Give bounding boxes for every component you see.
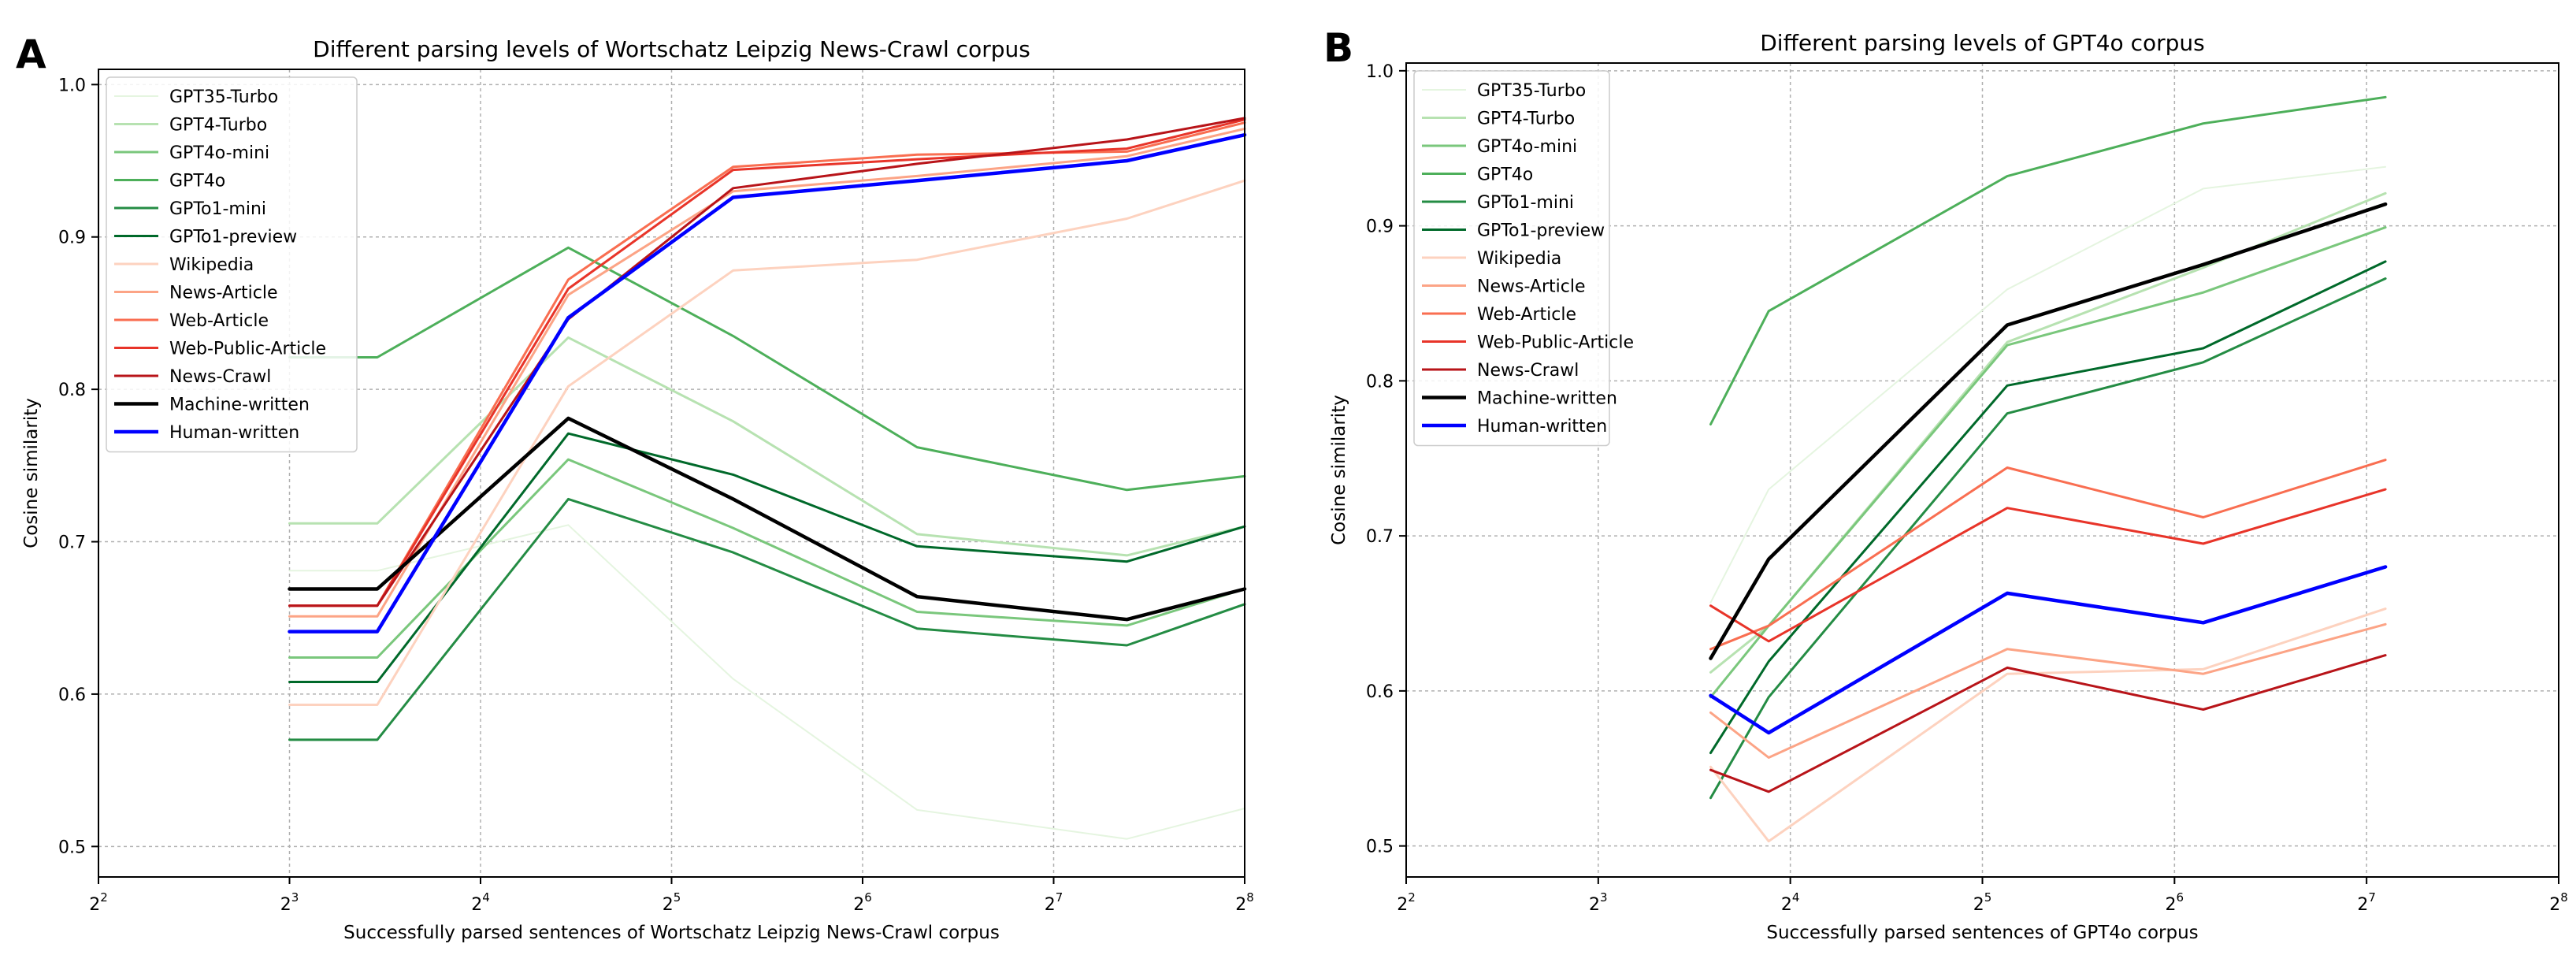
y-tick-label: 0.9 <box>58 228 86 248</box>
series-line-gpt35-turbo <box>288 524 1245 840</box>
series-line-web-public-article <box>1709 488 2387 643</box>
x-tick-label: 23 <box>280 890 299 915</box>
series-line-gpto1-preview <box>1709 260 2387 755</box>
legend-label-human-written: Human-written <box>169 423 299 443</box>
series-line-wikipedia <box>288 179 1246 706</box>
y-tick-label: 0.8 <box>1366 372 1394 392</box>
legend-label-wikipedia: Wikipedia <box>1477 249 1561 269</box>
series-line-news-article <box>288 127 1246 618</box>
x-tick-label: 26 <box>853 890 872 915</box>
series-line-web-article <box>1709 459 2387 651</box>
series-line-gpto1-mini <box>288 497 1246 741</box>
series-line-news-article <box>1709 622 2387 759</box>
legend-label-web-article: Web-Article <box>1477 305 1576 325</box>
legend-box <box>1413 70 1610 447</box>
legend: GPT35-Turbo GPT4-Turbo GPT4o-mini GPT4o GPTo… <box>106 76 358 453</box>
legend-label-gpto1-mini: GPTo1-mini <box>169 199 266 219</box>
x-axis-label: Successfully parsed sentences of GPT4o c… <box>1766 923 2198 943</box>
x-tick-label: 28 <box>1235 890 1254 915</box>
series-line-machine-written <box>1709 202 2388 660</box>
series-line-human-written <box>288 132 1247 633</box>
chart-title: Different parsing levels of Wortschatz L… <box>313 36 1030 62</box>
legend-label-news-crawl: News-Crawl <box>1477 361 1579 381</box>
legend-label-web-article: Web-Article <box>169 311 269 331</box>
legend-label-gpt4o-mini: GPT4o-mini <box>169 143 269 163</box>
y-tick-label: 0.6 <box>58 685 86 705</box>
legend-label-gpt4-turbo: GPT4-Turbo <box>1477 110 1575 129</box>
x-tick-label: 22 <box>89 890 108 915</box>
y-axis-label: Cosine similarity <box>21 398 42 548</box>
series-line-gpt4-turbo <box>288 336 1246 557</box>
x-tick-label: 22 <box>1397 890 1416 915</box>
panel-b: 22 23 24 25 26 27 28 0.5 0.6 0.7 0.8 0.9 1.0 Differen… <box>1323 25 2568 943</box>
y-tick-label: 0.6 <box>1366 682 1394 702</box>
x-tick-label: 25 <box>663 890 681 915</box>
legend-box <box>106 76 358 453</box>
legend: GPT35-Turbo GPT4-Turbo GPT4o-mini GPT4o GPTo… <box>1413 70 1634 447</box>
series-line-news-crawl <box>1709 654 2387 793</box>
chart-title: Different parsing levels of GPT4o corpus <box>1760 30 2204 56</box>
x-tick-label: 24 <box>1781 890 1800 915</box>
y-tick-label: 1.0 <box>58 76 86 95</box>
y-tick-label: 0.5 <box>58 838 86 857</box>
y-tick-label: 0.8 <box>58 381 86 400</box>
y-tick-label: 0.7 <box>1366 527 1394 547</box>
panel-a: 22 23 24 25 26 27 28 0.5 0.6 0.7 0.8 0.9 1.0 Differen… <box>16 32 1254 943</box>
legend-label-gpt4o: GPT4o <box>1477 165 1533 185</box>
legend-label-gpto1-preview: GPTo1-preview <box>1477 221 1605 241</box>
x-tick-label: 28 <box>2549 890 2568 915</box>
series-line-gpt4o <box>1709 95 2387 425</box>
legend-label-news-article: News-Article <box>169 284 277 303</box>
series-line-gpt4o-mini <box>1709 226 2387 699</box>
legend-label-news-crawl: News-Crawl <box>169 367 271 387</box>
y-tick-label: 0.7 <box>58 533 86 553</box>
legend-label-machine-written: Machine-written <box>169 396 310 415</box>
x-tick-label: 25 <box>1973 890 1992 915</box>
y-tick-label: 0.5 <box>1366 838 1394 857</box>
x-tick-label: 26 <box>2166 890 2184 915</box>
series-line-gpt4o <box>288 246 1246 492</box>
y-tick-label: 0.9 <box>1366 217 1394 237</box>
legend-label-gpt35-turbo: GPT35-Turbo <box>1477 81 1586 101</box>
series-line-gpto1-mini <box>1709 277 2387 800</box>
legend-label-gpt4-turbo: GPT4-Turbo <box>169 116 267 136</box>
legend-label-gpto1-preview: GPTo1-preview <box>169 228 297 247</box>
x-axis-label: Successfully parsed sentences of Wortsch… <box>343 923 1000 943</box>
legend-label-gpt35-turbo: GPT35-Turbo <box>169 87 278 107</box>
y-axis-label: Cosine similarity <box>1329 395 1349 545</box>
legend-label-web-public-article: Web-Public-Article <box>1477 333 1634 353</box>
legend-label-gpto1-mini: GPTo1-mini <box>1477 193 1574 213</box>
series-line-gpt35-turbo <box>1709 165 2387 604</box>
series-line-wikipedia <box>1709 607 2387 843</box>
legend-label-machine-written: Machine-written <box>1477 389 1617 409</box>
series-line-human-written <box>1709 565 2388 735</box>
legend-label-human-written: Human-written <box>1477 417 1607 437</box>
panel-label: B <box>1323 25 1353 71</box>
legend-label-gpt4o-mini: GPT4o-mini <box>1477 137 1577 157</box>
legend-label-wikipedia: Wikipedia <box>169 255 254 275</box>
y-tick-label: 1.0 <box>1366 62 1394 82</box>
x-tick-label: 24 <box>471 890 490 915</box>
legend-label-news-article: News-Article <box>1477 277 1585 297</box>
x-tick-label: 27 <box>1045 890 1063 915</box>
series-line-gpto1-preview <box>288 432 1246 683</box>
legend-label-web-public-article: Web-Public-Article <box>169 340 326 359</box>
x-tick-label: 23 <box>1589 890 1608 915</box>
series-line-gpt4o-mini <box>288 458 1246 659</box>
legend-label-gpt4o: GPT4o <box>169 172 225 191</box>
series-line-news-crawl <box>288 117 1246 607</box>
series-line-machine-written <box>288 416 1247 622</box>
x-tick-label: 27 <box>2357 890 2376 915</box>
panel-label: A <box>16 32 46 77</box>
